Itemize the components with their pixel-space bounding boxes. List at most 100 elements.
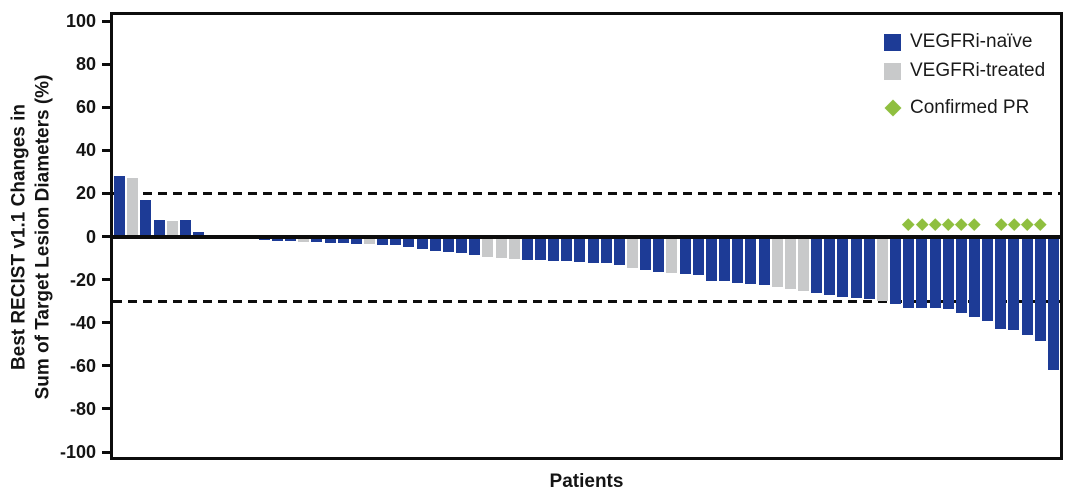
y-tick-label: -80	[69, 398, 96, 419]
y-tick-label: 20	[75, 183, 96, 204]
patient-bar	[403, 234, 415, 248]
patient-bar	[548, 234, 560, 262]
legend-row-naive: VEGFRi-naïve	[884, 31, 1045, 53]
y-tick-mark	[102, 191, 110, 195]
confirmed-pr-diamond-icon	[884, 99, 901, 117]
y-tick-label: 100	[65, 11, 96, 31]
confirmed-pr-marker-icon	[1034, 218, 1047, 231]
patient-bar	[837, 234, 849, 297]
patient-bar	[863, 234, 875, 299]
y-tick-mark	[102, 62, 110, 66]
y-tick-label: 40	[75, 140, 96, 161]
reference-line--30	[113, 299, 1060, 303]
patient-bar	[469, 234, 481, 255]
y-tick-mark	[102, 321, 110, 325]
y-tick-label: 80	[75, 54, 96, 75]
patient-bar	[798, 234, 810, 292]
y-tick-label: 0	[85, 226, 96, 247]
patient-bar	[811, 234, 823, 293]
patient-bar	[850, 234, 862, 298]
patient-bar	[732, 234, 744, 283]
patient-bar	[166, 221, 178, 239]
patient-bar	[587, 234, 599, 264]
y-tick-mark	[102, 148, 110, 152]
patient-bar	[1047, 234, 1059, 371]
patient-bar	[140, 199, 152, 239]
y-tick-mark	[102, 19, 110, 23]
patient-bar	[627, 234, 639, 268]
patient-bar	[995, 234, 1007, 330]
confirmed-pr-marker-icon	[968, 218, 981, 231]
patient-bar	[495, 234, 507, 259]
patient-bar	[640, 234, 652, 270]
y-tick-mark	[102, 450, 110, 454]
legend-label-treated: VEGFRi-treated	[910, 60, 1046, 81]
patient-bar	[127, 178, 139, 239]
patient-bar	[350, 234, 362, 245]
patient-bar	[903, 234, 915, 308]
patient-bar	[1034, 234, 1046, 342]
naive-swatch-icon	[884, 33, 901, 51]
patient-bar	[653, 234, 665, 273]
patient-bar	[1021, 234, 1033, 335]
patient-bar	[719, 234, 731, 281]
patient-bar	[679, 234, 691, 275]
confirmed-pr-marker-icon	[902, 218, 915, 231]
patient-bar	[114, 176, 126, 239]
patient-bar	[942, 234, 954, 309]
patient-bar	[705, 234, 717, 281]
patient-bar	[179, 220, 191, 239]
legend-row-confirmed-pr: Confirmed PR	[884, 97, 1045, 119]
zero-axis-line	[113, 234, 1060, 239]
patient-bar	[890, 234, 902, 305]
patient-bar	[666, 234, 678, 274]
confirmed-pr-marker-icon	[915, 218, 928, 231]
patient-bar	[916, 234, 928, 308]
confirmed-pr-marker-icon	[955, 218, 968, 231]
patient-bar	[363, 234, 375, 245]
patient-bar	[337, 234, 349, 243]
patient-bar	[377, 234, 389, 246]
confirmed-pr-marker-icon	[1021, 218, 1034, 231]
confirmed-pr-marker-icon	[929, 218, 942, 231]
patient-bar	[876, 234, 888, 302]
patient-bar	[534, 234, 546, 261]
patient-bar	[982, 234, 994, 321]
y-tick-mark	[102, 407, 110, 411]
y-tick-label: -20	[69, 269, 96, 290]
patient-bar	[508, 234, 520, 260]
patient-bar	[442, 234, 454, 252]
patient-bar	[771, 234, 783, 288]
legend-label-naive: VEGFRi-naïve	[910, 31, 1033, 52]
patient-bar	[416, 234, 428, 250]
patient-bar	[824, 234, 836, 295]
confirmed-pr-marker-icon	[1007, 218, 1020, 231]
patient-bar	[692, 234, 704, 276]
plot-area	[110, 12, 1063, 460]
patient-bar	[153, 220, 165, 239]
y-tick-mark	[102, 235, 110, 238]
patient-bar	[929, 234, 941, 308]
confirmed-pr-marker-icon	[942, 218, 955, 231]
y-tick-label: -60	[69, 355, 96, 376]
patient-bar	[745, 234, 757, 284]
confirmed-pr-marker-icon	[994, 218, 1007, 231]
patient-bar	[482, 234, 494, 257]
legend-row-treated: VEGFRi-treated	[884, 60, 1045, 82]
y-axis: 100 80 60 40 20 0 -20 -40 -60 -80 -100	[0, 11, 110, 462]
y-tick-mark	[102, 105, 110, 109]
patient-bar	[784, 234, 796, 290]
y-tick-label: -100	[59, 442, 96, 462]
legend: VEGFRi-naïve VEGFRi-treated Confirmed PR	[884, 31, 1045, 126]
patient-bar	[521, 234, 533, 261]
patient-bar	[390, 234, 402, 246]
patient-bar	[613, 234, 625, 265]
patient-bar	[600, 234, 612, 264]
treated-swatch-icon	[884, 62, 901, 80]
patient-bar	[456, 234, 468, 253]
y-tick-label: -40	[69, 312, 96, 333]
legend-label-confirmed-pr: Confirmed PR	[910, 97, 1030, 118]
y-tick-mark	[102, 364, 110, 368]
y-tick-mark	[102, 278, 110, 282]
